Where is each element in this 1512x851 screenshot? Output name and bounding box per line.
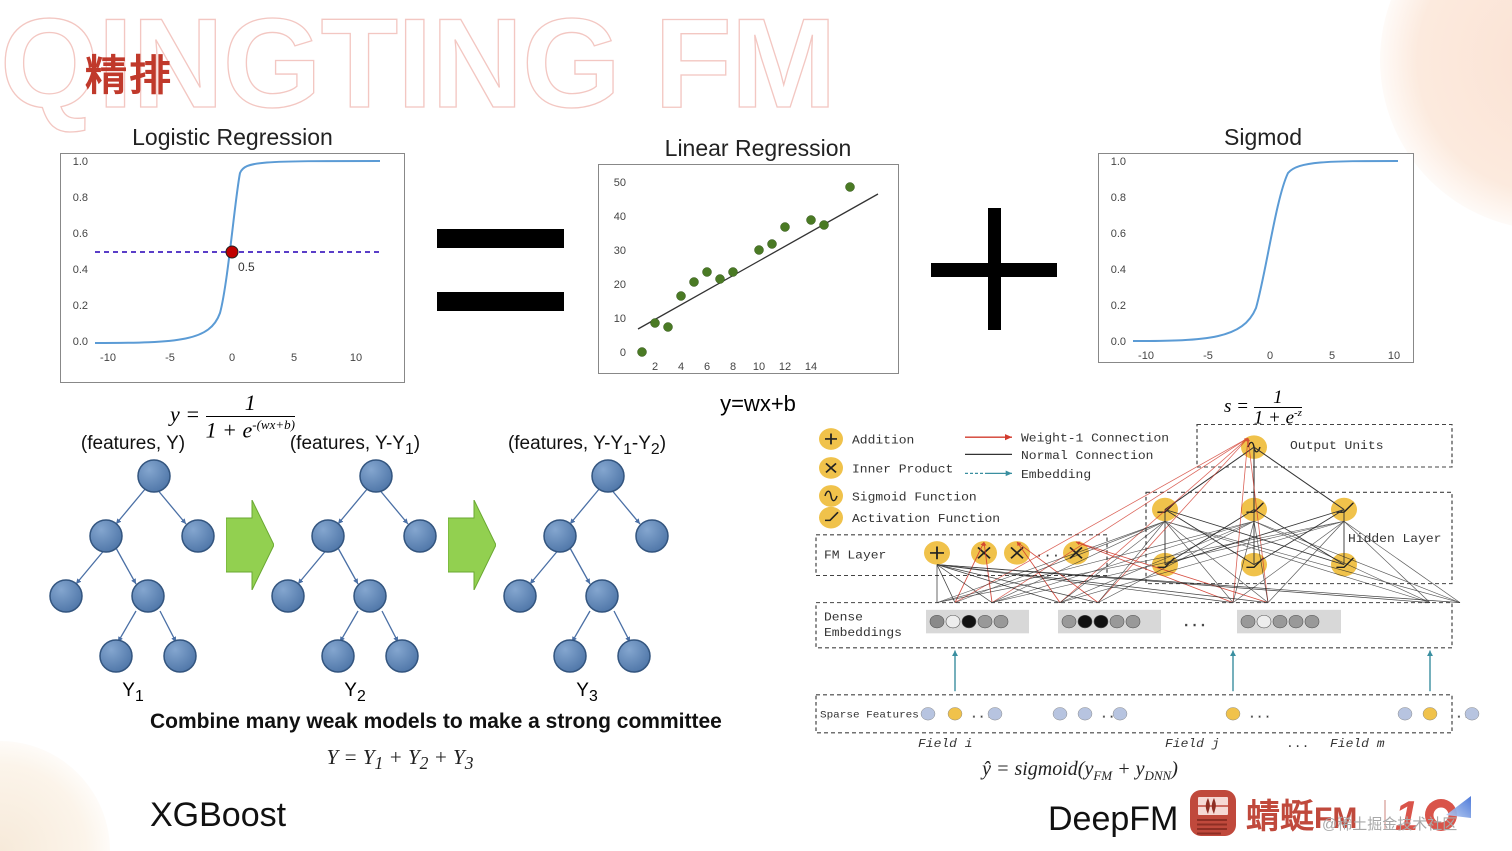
svg-text:4: 4 [678,361,684,373]
svg-text:Field i: Field i [918,738,973,750]
svg-text:5: 5 [1329,350,1335,362]
svg-text:Activation Function: Activation Function [852,513,1000,526]
svg-text:0.0: 0.0 [1111,336,1126,348]
svg-text:5: 5 [291,352,297,364]
svg-text:40: 40 [614,211,626,223]
svg-text:50: 50 [614,177,626,189]
svg-text:14: 14 [805,361,817,373]
svg-text:0: 0 [229,352,235,364]
svg-text:Normal Connection: Normal Connection [1021,449,1153,462]
svg-text:0.6: 0.6 [73,228,88,240]
svg-text:1.0: 1.0 [1111,156,1126,168]
svg-text:Embeddings: Embeddings [824,627,902,640]
svg-text:...: ... [1286,738,1309,750]
svg-text:0.5: 0.5 [238,260,255,274]
svg-text:0.8: 0.8 [1111,192,1126,204]
svg-text:...: ... [1182,617,1207,631]
svg-text:8: 8 [730,361,736,373]
svg-text:10: 10 [1388,350,1400,362]
svg-text:0.0: 0.0 [73,336,88,348]
svg-text:0: 0 [1267,350,1273,362]
svg-text:...: ... [1248,708,1271,721]
svg-text:0.2: 0.2 [1111,300,1126,312]
svg-text:1.0: 1.0 [73,156,88,168]
svg-text:Sigmoid Function: Sigmoid Function [852,491,977,504]
svg-text:-5: -5 [1203,350,1213,362]
svg-text:-10: -10 [1138,350,1154,362]
svg-text:Field j: Field j [1165,738,1220,750]
svg-text:Dense: Dense [824,611,863,624]
svg-text:10: 10 [614,313,626,325]
svg-text:FM Layer: FM Layer [824,549,886,562]
svg-text:0.4: 0.4 [1111,264,1126,276]
svg-text:Field m: Field m [1330,738,1385,750]
svg-text:Inner Product: Inner Product [852,463,953,476]
svg-text:Addition: Addition [852,434,914,447]
svg-text:Hidden Layer: Hidden Layer [1348,533,1442,546]
svg-text:2: 2 [652,361,658,373]
svg-text:...: ... [1035,547,1060,561]
svg-text:0.6: 0.6 [1111,228,1126,240]
svg-text:12: 12 [779,361,791,373]
svg-text:0.2: 0.2 [73,300,88,312]
svg-text:6: 6 [704,361,710,373]
svg-text:30: 30 [614,245,626,257]
svg-text:-10: -10 [100,352,116,364]
svg-text:10: 10 [753,361,765,373]
svg-text:Embedding: Embedding [1021,468,1091,481]
svg-text:Sparse Features: Sparse Features [820,710,919,721]
svg-text:Output Units: Output Units [1290,439,1384,452]
svg-text:10: 10 [350,352,362,364]
svg-text:0.4: 0.4 [73,264,88,276]
svg-text:Weight-1 Connection: Weight-1 Connection [1021,432,1169,445]
svg-text:0.8: 0.8 [73,192,88,204]
svg-text:20: 20 [614,279,626,291]
svg-text:0: 0 [620,347,626,359]
svg-text:-5: -5 [165,352,175,364]
